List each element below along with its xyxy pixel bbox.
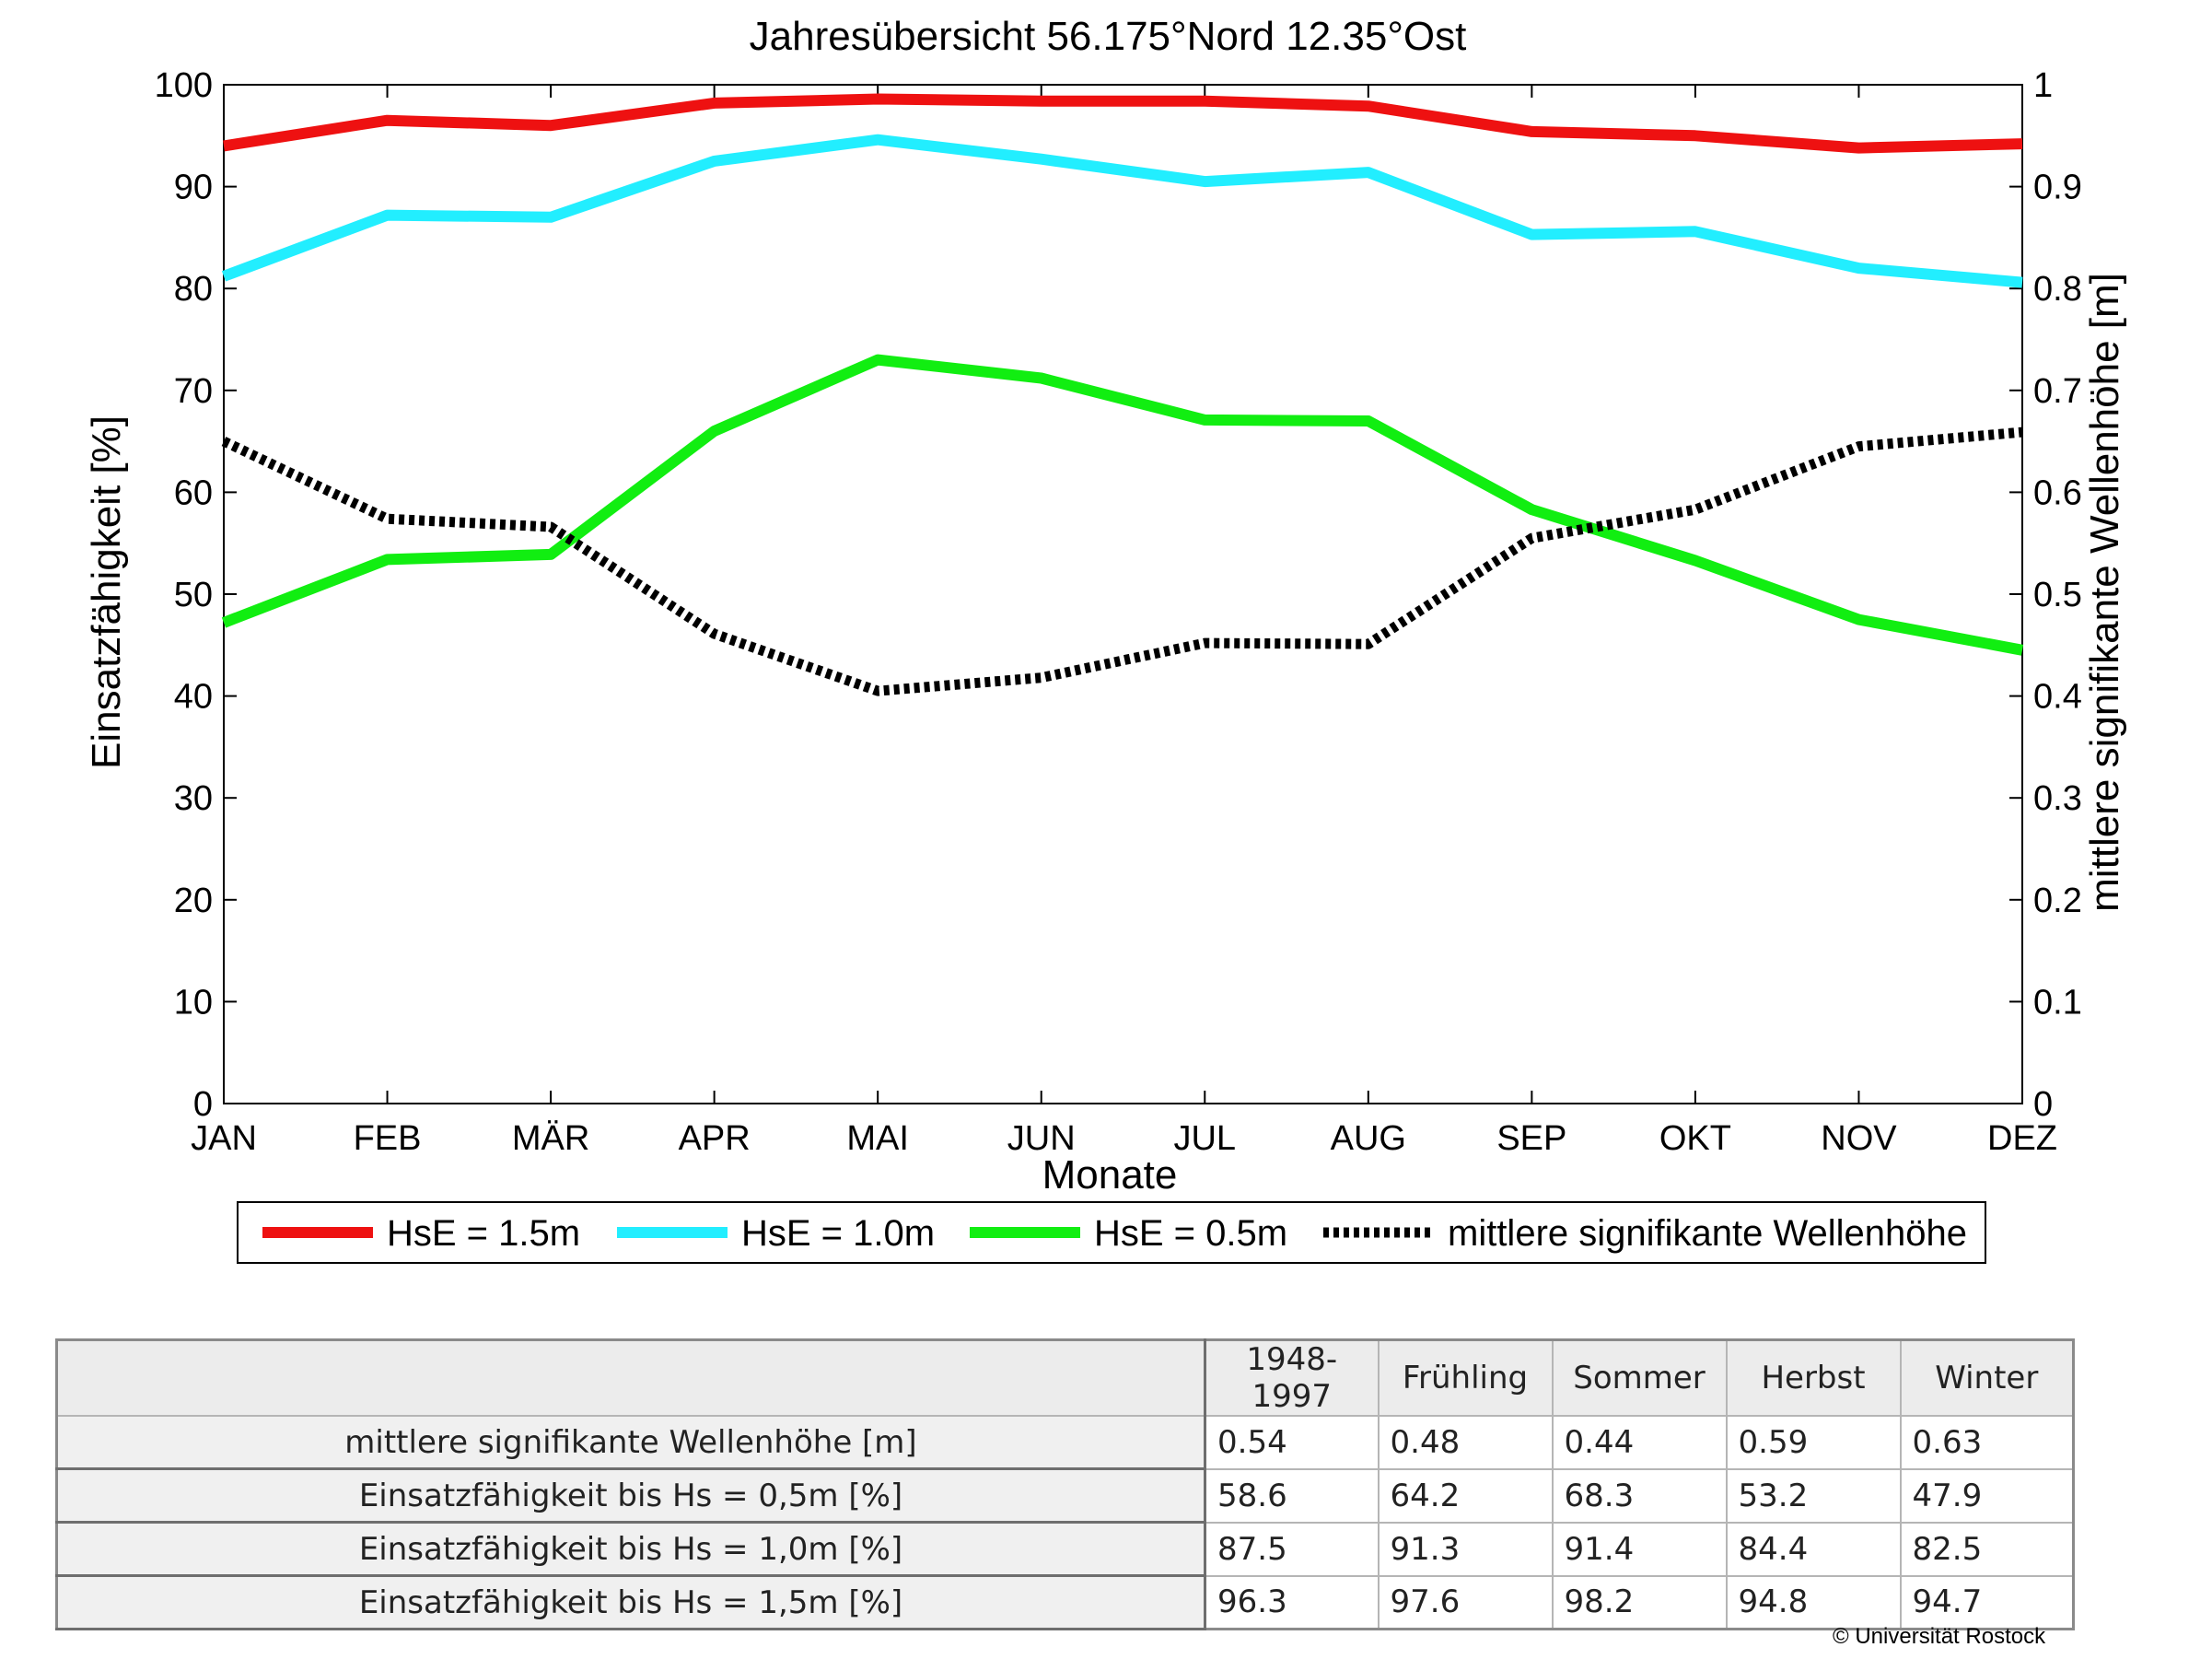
left-tick-label: 70: [174, 372, 213, 411]
table-cell: 58.6: [1204, 1467, 1380, 1524]
annual-overview-chart: Jahresübersicht 56.175°Nord 12.35°Ost 0 1…: [84, 14, 2127, 1264]
table-row: Einsatzfähigkeit bis Hs = 0,5m [%] 58.6 …: [55, 1467, 2075, 1524]
x-tick-label: OKT: [1659, 1119, 1731, 1158]
right-tick-label: 0: [2033, 1085, 2053, 1124]
left-tick-label: 90: [174, 169, 213, 207]
row-label: mittlere signifikante Wellenhöhe [m]: [55, 1415, 1206, 1470]
right-tick-label: 0.8: [2033, 270, 2082, 309]
table-cell: 0.59: [1725, 1415, 1902, 1470]
right-tick-label: 0.1: [2033, 983, 2082, 1022]
table-cell: 97.6: [1377, 1574, 1554, 1630]
x-tick-label: MÄR: [512, 1119, 589, 1158]
table-cell: 94.7: [1899, 1574, 2075, 1630]
row-label: Einsatzfähigkeit bis Hs = 1,0m [%]: [55, 1521, 1206, 1577]
table-cell: 96.3: [1204, 1574, 1380, 1630]
x-tick-label: JUN: [1007, 1119, 1076, 1158]
left-tick-label: 80: [174, 270, 213, 309]
column-header: Sommer: [1551, 1338, 1728, 1417]
table-cell: 47.9: [1899, 1467, 2075, 1524]
left-tick-label: 60: [174, 473, 213, 512]
table-cell: 82.5: [1899, 1521, 2075, 1577]
chart-title: Jahresübersicht 56.175°Nord 12.35°Ost: [750, 14, 1467, 59]
x-tick-label: DEZ: [1987, 1119, 2057, 1158]
x-tick-label: JAN: [191, 1119, 257, 1158]
left-tick-label: 40: [174, 678, 213, 717]
table-corner-cell: [55, 1338, 1206, 1417]
right-tick-label: 0.4: [2033, 678, 2082, 717]
series-line-3: [221, 426, 2023, 696]
x-tick-label: FEB: [354, 1119, 422, 1158]
table-cell: 0.63: [1899, 1415, 2075, 1470]
plot-frame: [223, 84, 2023, 1104]
column-header: Herbst: [1725, 1338, 1902, 1417]
right-axis-label: mittlere signifikante Wellenhöhe [m]: [2082, 273, 2127, 912]
table-row: Einsatzfähigkeit bis Hs = 1,5m [%] 96.3 …: [55, 1574, 2075, 1630]
table-cell: 53.2: [1725, 1467, 1902, 1524]
legend-label-0: HsE = 1.5m: [387, 1213, 580, 1254]
row-label: Einsatzfähigkeit bis Hs = 0,5m [%]: [55, 1467, 1206, 1524]
column-header: Winter: [1899, 1338, 2075, 1417]
table-cell: 0.48: [1377, 1415, 1554, 1470]
right-tick-label: 0.6: [2033, 473, 2082, 512]
table-cell: 87.5: [1204, 1521, 1380, 1577]
x-axis: JAN FEB MÄR APR MAI JUN JUL AUG SEP OKT NOV DEZ: [191, 85, 2057, 1158]
plot-area: [223, 84, 2023, 1104]
left-tick-label: 0: [193, 1085, 213, 1124]
table-row: Einsatzfähigkeit bis Hs = 1,0m [%] 87.5 …: [55, 1521, 2075, 1577]
table-cell: 64.2: [1377, 1467, 1554, 1524]
legend-label-2: HsE = 0.5m: [1094, 1213, 1287, 1254]
right-axis: 0 0.1 0.2 0.3 0.4 0.5 0.6 0.7 0.8 0.9 1: [2009, 66, 2082, 1124]
right-tick-label: 0.3: [2033, 779, 2082, 818]
table-row: mittlere signifikante Wellenhöhe [m] 0.5…: [55, 1415, 2075, 1470]
table-cell: 0.54: [1204, 1415, 1380, 1470]
series-line-0: [223, 93, 2023, 154]
series-line-2: [221, 354, 2024, 656]
column-header: 1948-1997: [1204, 1338, 1380, 1417]
table-cell: 84.4: [1725, 1521, 1902, 1577]
right-tick-label: 0.9: [2033, 169, 2082, 207]
x-tick-label: APR: [679, 1119, 751, 1158]
legend-box: [237, 1201, 1986, 1264]
table-cell: 91.4: [1551, 1521, 1728, 1577]
right-tick-label: 1: [2033, 66, 2053, 105]
left-tick-label: 100: [155, 66, 213, 105]
left-tick-label: 20: [174, 882, 213, 920]
legend-label-3: mittlere signifikante Wellenhöhe: [1448, 1213, 1967, 1254]
left-tick-label: 50: [174, 576, 213, 614]
series-line-1: [221, 134, 2023, 288]
legend: HsE = 1.5m HsE = 1.0m HsE = 0.5m mittlere s…: [237, 1201, 1986, 1264]
left-tick-label: 10: [174, 983, 213, 1022]
x-tick-label: NOV: [1821, 1119, 1897, 1158]
right-tick-label: 0.7: [2033, 372, 2082, 411]
right-tick-label: 0.5: [2033, 576, 2082, 614]
series-lines: [221, 93, 2024, 696]
table-cell: 94.8: [1725, 1574, 1902, 1630]
copyright-notice: © Universität Rostock: [1833, 1624, 2046, 1649]
statistics-table: 1948-1997 Frühling Sommer Herbst Winter …: [55, 1338, 2075, 1630]
right-tick-label: 0.2: [2033, 882, 2082, 920]
left-axis-label: Einsatzfähigkeit [%]: [84, 415, 129, 769]
x-axis-label: Monate: [1042, 1152, 1178, 1198]
legend-label-1: HsE = 1.0m: [741, 1213, 935, 1254]
x-tick-label: AUG: [1331, 1119, 1406, 1158]
column-header: Frühling: [1377, 1338, 1554, 1417]
x-tick-label: MAI: [846, 1119, 909, 1158]
table-cell: 0.44: [1551, 1415, 1728, 1470]
x-tick-label: SEP: [1496, 1119, 1566, 1158]
table-cell: 98.2: [1551, 1574, 1728, 1630]
row-label: Einsatzfähigkeit bis Hs = 1,5m [%]: [55, 1574, 1206, 1630]
left-tick-label: 30: [174, 779, 213, 818]
x-tick-label: JUL: [1173, 1119, 1236, 1158]
table-cell: 68.3: [1551, 1467, 1728, 1524]
table-header-row: 1948-1997 Frühling Sommer Herbst Winter: [55, 1338, 2075, 1417]
left-axis: 0 10 20 30 40 50 60 70 80 90 100: [155, 66, 237, 1124]
table-cell: 91.3: [1377, 1521, 1554, 1577]
